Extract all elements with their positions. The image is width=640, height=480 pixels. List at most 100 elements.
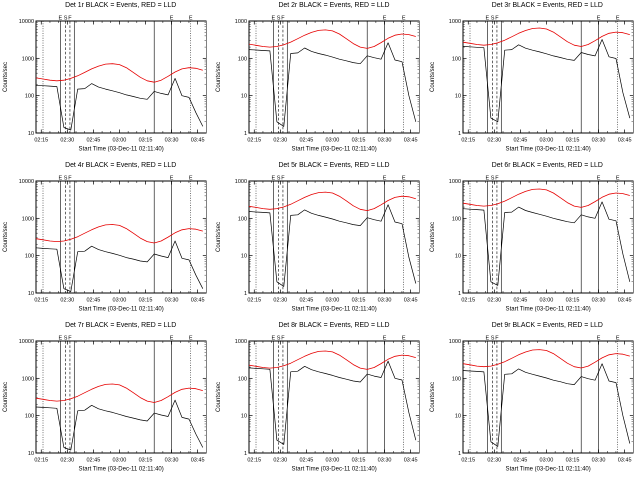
event-flag-label: E bbox=[189, 176, 193, 182]
x-tick-label: 03:30 bbox=[165, 138, 179, 144]
y-tick-label: 1000 bbox=[235, 339, 247, 345]
x-tick-label: 02:45 bbox=[87, 298, 101, 304]
y-tick-label: 10 bbox=[28, 131, 34, 137]
event-flag-label: E bbox=[596, 16, 600, 22]
y-axis-label: Counts/sec bbox=[430, 222, 436, 252]
x-tick-label: 03:15 bbox=[352, 298, 366, 304]
y-tick-label: 1000 bbox=[22, 216, 34, 222]
event-flag-label: E bbox=[59, 336, 63, 342]
plot-svg-det-7r: 02:15 02:30 02:45 03:00 03:15 03:30 03:45 10 100… bbox=[3, 336, 207, 472]
x-tick-label: 02:15 bbox=[248, 298, 262, 304]
event-flag-label: E bbox=[272, 336, 276, 342]
panel-title: Det 9r BLACK = Events, RED = LLD bbox=[491, 322, 603, 329]
x-tick-label: 03:15 bbox=[565, 458, 579, 464]
panel-title: Det 1r BLACK = Events, RED = LLD bbox=[65, 2, 177, 9]
x-tick-label: 02:30 bbox=[274, 458, 288, 464]
event-flag-label: E bbox=[383, 336, 387, 342]
x-tick-label: 03:00 bbox=[539, 138, 553, 144]
event-flag-label: S bbox=[490, 336, 494, 342]
y-tick-label: 100 bbox=[25, 414, 34, 420]
x-tick-label: 02:30 bbox=[274, 298, 288, 304]
lld-series bbox=[35, 383, 203, 403]
x-tick-label: 03:45 bbox=[617, 138, 631, 144]
y-axis-label: Counts/sec bbox=[216, 62, 222, 92]
y-tick-label: 10000 bbox=[19, 339, 34, 345]
events-series bbox=[462, 39, 630, 123]
event-flag-label: E bbox=[402, 336, 406, 342]
y-tick-label: 1 bbox=[458, 451, 461, 457]
event-flag-label: S bbox=[277, 176, 281, 182]
event-flag-label: E bbox=[272, 16, 276, 22]
x-tick-label: 02:30 bbox=[487, 138, 501, 144]
x-tick-label: 03:45 bbox=[191, 298, 205, 304]
x-tick-label: 03:45 bbox=[191, 138, 205, 144]
plot-svg-det-1r: 02:15 02:30 02:45 03:00 03:15 03:30 03:45 10 100… bbox=[3, 16, 207, 152]
lld-series bbox=[462, 27, 630, 47]
y-tick-label: 10 bbox=[241, 254, 247, 260]
x-axis-label: Start Time (03-Dec-11 02:11:40) bbox=[292, 307, 377, 313]
event-flag-label: E bbox=[615, 336, 619, 342]
panel-plot-det-6r: 02:15 02:30 02:45 03:00 03:15 03:30 03:45 1 10 10… bbox=[427, 172, 640, 320]
panel-cell-det-3r: Det 3r BLACK = Events, RED = LLD 02:15 02… bbox=[427, 0, 640, 160]
lld-series bbox=[249, 350, 417, 370]
event-flag-label: E bbox=[170, 16, 174, 22]
panel-cell-det-9r: Det 9r BLACK = Events, RED = LLD 02:15 02… bbox=[427, 320, 640, 480]
panel-cell-det-5r: Det 5r BLACK = Events, RED = LLD 02:15 02… bbox=[213, 160, 426, 320]
y-tick-label: 100 bbox=[25, 94, 34, 100]
x-axis-label: Start Time (03-Dec-11 02:11:40) bbox=[292, 467, 377, 473]
event-flag-label: S bbox=[490, 176, 494, 182]
x-tick-label: 02:30 bbox=[60, 458, 74, 464]
x-tick-label: 02:15 bbox=[34, 458, 48, 464]
events-series bbox=[249, 204, 417, 287]
x-tick-label: 03:45 bbox=[404, 298, 418, 304]
y-tick-label: 100 bbox=[452, 56, 461, 62]
x-tick-label: 03:15 bbox=[565, 138, 579, 144]
event-flag-label: S bbox=[64, 16, 68, 22]
y-tick-label: 10 bbox=[455, 414, 461, 420]
panel-plot-det-2r: 02:15 02:30 02:45 03:00 03:15 03:30 03:45 1 10 10… bbox=[213, 12, 426, 160]
plot-svg-det-4r: 02:15 02:30 02:45 03:00 03:15 03:30 03:45 10 100… bbox=[3, 176, 207, 312]
event-flag-label: F bbox=[68, 336, 72, 342]
axes-frame bbox=[462, 20, 634, 134]
panel-title: Det 4r BLACK = Events, RED = LLD bbox=[65, 162, 177, 169]
y-axis-label: Counts/sec bbox=[216, 382, 222, 412]
x-tick-label: 03:00 bbox=[539, 458, 553, 464]
x-tick-label: 03:15 bbox=[139, 458, 153, 464]
x-tick-label: 03:00 bbox=[539, 298, 553, 304]
event-flag-label: F bbox=[495, 16, 499, 22]
x-tick-label: 03:45 bbox=[404, 458, 418, 464]
y-tick-label: 10000 bbox=[19, 19, 34, 25]
x-tick-label: 02:45 bbox=[87, 138, 101, 144]
axes-frame bbox=[462, 340, 634, 454]
x-tick-label: 02:45 bbox=[513, 298, 527, 304]
panel-plot-det-5r: 02:15 02:30 02:45 03:00 03:15 03:30 03:45 1 10 10… bbox=[213, 172, 426, 320]
plot-svg-det-2r: 02:15 02:30 02:45 03:00 03:15 03:30 03:45 1 10 10… bbox=[216, 16, 421, 152]
y-axis-label: Counts/sec bbox=[3, 62, 9, 92]
panel-plot-det-3r: 02:15 02:30 02:45 03:00 03:15 03:30 03:45 1 10 10… bbox=[427, 12, 640, 160]
panel-title: Det 3r BLACK = Events, RED = LLD bbox=[491, 2, 603, 9]
x-tick-label: 02:30 bbox=[60, 298, 74, 304]
axes-frame bbox=[248, 20, 421, 134]
event-flag-label: E bbox=[485, 336, 489, 342]
x-tick-label: 03:45 bbox=[404, 138, 418, 144]
panel-cell-det-8r: Det 8r BLACK = Events, RED = LLD 02:15 02… bbox=[213, 320, 426, 480]
x-tick-label: 03:00 bbox=[113, 298, 127, 304]
x-tick-label: 02:15 bbox=[34, 138, 48, 144]
event-flag-label: E bbox=[59, 176, 63, 182]
event-flag-label: F bbox=[282, 336, 286, 342]
plot-svg-det-8r: 02:15 02:30 02:45 03:00 03:15 03:30 03:45 1 10 10… bbox=[216, 336, 421, 473]
event-flag-label: S bbox=[277, 16, 281, 22]
panel-plot-det-4r: 02:15 02:30 02:45 03:00 03:15 03:30 03:45 10 100… bbox=[0, 172, 213, 320]
panel-cell-det-7r: Det 7r BLACK = Events, RED = LLD 02:15 02… bbox=[0, 320, 213, 480]
panel-plot-det-9r: 02:15 02:30 02:45 03:00 03:15 03:30 03:45 1 10 10… bbox=[427, 332, 640, 480]
lld-series bbox=[35, 224, 203, 244]
lld-series bbox=[35, 63, 203, 83]
panel-cell-det-1r: Det 1r BLACK = Events, RED = LLD 02:15 02… bbox=[0, 0, 213, 160]
x-axis-label: Start Time (03-Dec-11 02:11:40) bbox=[505, 467, 590, 473]
event-flag-label: E bbox=[383, 176, 387, 182]
x-tick-label: 02:30 bbox=[487, 298, 501, 304]
panel-cell-det-6r: Det 6r BLACK = Events, RED = LLD 02:15 02… bbox=[427, 160, 640, 320]
x-tick-label: 03:30 bbox=[378, 298, 392, 304]
x-tick-label: 02:45 bbox=[300, 298, 314, 304]
